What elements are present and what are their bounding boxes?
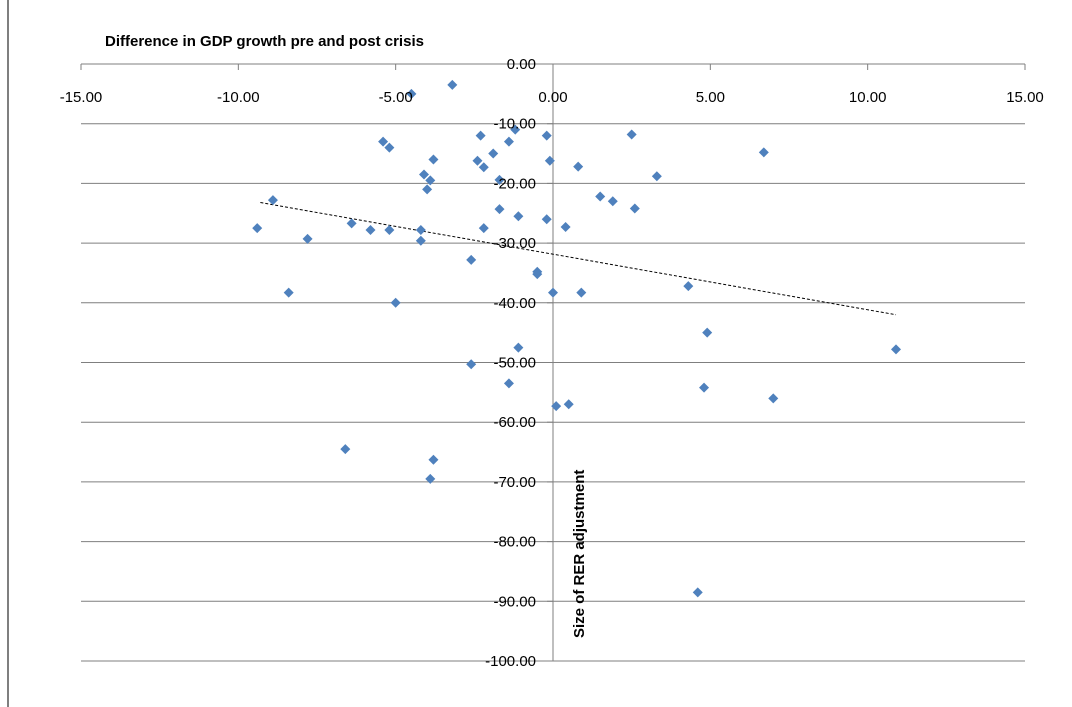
data-point bbox=[629, 203, 640, 214]
data-point bbox=[340, 444, 351, 455]
data-point bbox=[890, 344, 901, 355]
data-point bbox=[494, 174, 505, 185]
data-point bbox=[378, 136, 389, 147]
data-point bbox=[302, 233, 313, 244]
data-point bbox=[390, 297, 401, 308]
axis-layer bbox=[80, 63, 1026, 662]
y-tick-label: -50.00 bbox=[493, 355, 536, 372]
data-point bbox=[472, 155, 483, 166]
y-tick-label: -60.00 bbox=[493, 414, 536, 431]
y-tick-label: -30.00 bbox=[493, 235, 536, 252]
y-tick-label: -10.00 bbox=[493, 116, 536, 133]
x-tick-label: 10.00 bbox=[849, 89, 887, 106]
data-point bbox=[532, 269, 543, 280]
y-tick-label: -100.00 bbox=[485, 653, 536, 670]
data-point bbox=[418, 169, 429, 180]
data-point bbox=[447, 79, 458, 90]
data-point bbox=[607, 196, 618, 207]
labels-layer: -15.00 -10.00 -5.00 0.00 5.00 10.00 15.000.00-… bbox=[60, 56, 1044, 670]
chart-title: Difference in GDP growth pre and post cr… bbox=[105, 33, 424, 50]
x-tick-label: -5.00 bbox=[379, 89, 413, 106]
x-tick-label: -10.00 bbox=[217, 89, 260, 106]
points-layer bbox=[252, 79, 901, 598]
data-point bbox=[478, 162, 489, 173]
data-point bbox=[346, 218, 357, 229]
data-point bbox=[563, 399, 574, 410]
data-point bbox=[384, 142, 395, 153]
data-point bbox=[692, 587, 703, 598]
data-point bbox=[768, 393, 779, 404]
data-point bbox=[494, 204, 505, 215]
data-point bbox=[513, 342, 524, 353]
data-point bbox=[702, 327, 713, 338]
data-point bbox=[252, 223, 263, 234]
y-tick-label: -20.00 bbox=[493, 175, 536, 192]
data-point bbox=[428, 154, 439, 165]
data-point bbox=[425, 473, 436, 484]
x-tick-label: -15.00 bbox=[60, 89, 103, 106]
data-point bbox=[267, 195, 278, 206]
data-point bbox=[510, 124, 521, 135]
data-point bbox=[425, 175, 436, 186]
data-point bbox=[488, 148, 499, 159]
data-point bbox=[560, 221, 571, 232]
x-axis-title: Size of RER adjustment bbox=[571, 470, 588, 638]
y-tick-label: 0.00 bbox=[507, 56, 536, 73]
data-point bbox=[365, 224, 376, 235]
x-tick-label: 15.00 bbox=[1006, 89, 1044, 106]
data-point bbox=[573, 161, 584, 172]
data-point bbox=[503, 136, 514, 147]
data-point bbox=[541, 130, 552, 141]
data-point bbox=[466, 254, 477, 265]
data-point bbox=[541, 214, 552, 225]
data-point bbox=[283, 287, 294, 298]
data-point bbox=[595, 191, 606, 202]
x-tick-label: 5.00 bbox=[696, 89, 725, 106]
y-tick-label: -40.00 bbox=[493, 295, 536, 312]
y-tick-label: -70.00 bbox=[493, 474, 536, 491]
y-tick-label: -80.00 bbox=[493, 534, 536, 551]
data-point bbox=[544, 155, 555, 166]
data-point bbox=[406, 88, 417, 99]
data-point bbox=[626, 129, 637, 140]
data-point bbox=[422, 184, 433, 195]
data-point bbox=[651, 171, 662, 182]
data-point bbox=[478, 223, 489, 234]
data-point bbox=[683, 281, 694, 292]
data-point bbox=[548, 287, 558, 298]
data-point bbox=[503, 378, 514, 389]
trendline-layer bbox=[260, 202, 897, 316]
data-point bbox=[699, 382, 710, 393]
y-tick-label: -90.00 bbox=[493, 593, 536, 610]
data-point bbox=[466, 359, 477, 370]
data-point bbox=[475, 130, 486, 141]
data-point bbox=[513, 211, 524, 222]
x-tick-label: 0.00 bbox=[538, 89, 567, 106]
data-point bbox=[415, 235, 426, 246]
data-point bbox=[428, 454, 439, 465]
data-point bbox=[551, 401, 562, 412]
data-point bbox=[415, 224, 426, 235]
trendline bbox=[260, 202, 897, 316]
data-point bbox=[384, 224, 395, 235]
data-point bbox=[576, 287, 587, 298]
data-point bbox=[758, 147, 769, 158]
